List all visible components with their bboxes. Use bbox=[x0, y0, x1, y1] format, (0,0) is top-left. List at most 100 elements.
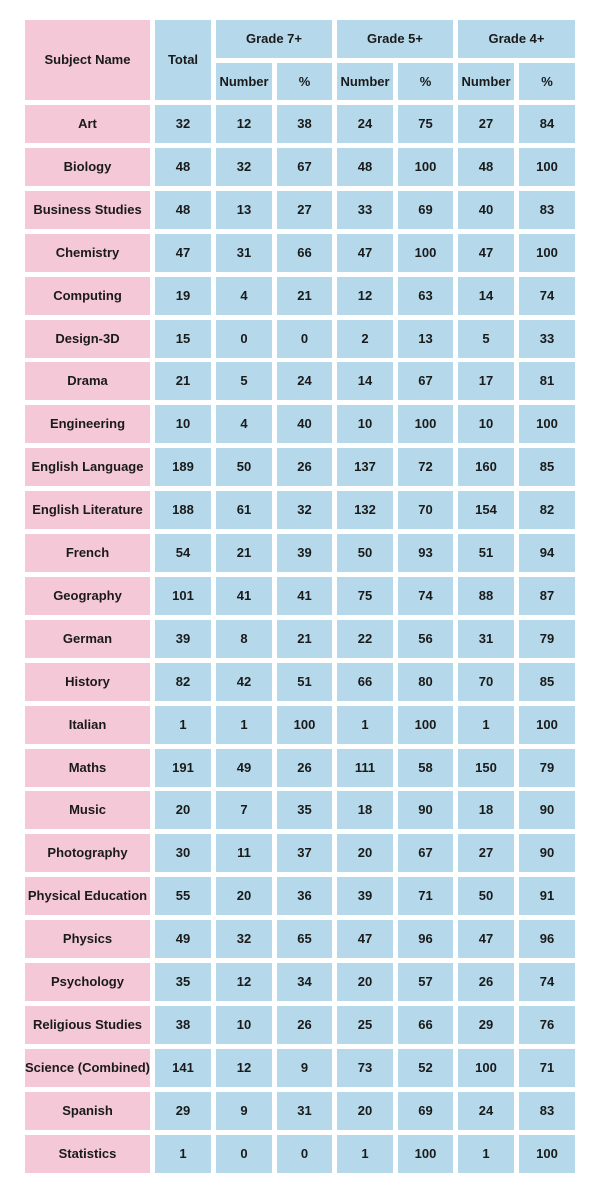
grade-5-percent-cell: 52 bbox=[398, 1048, 453, 1087]
grade-7-percent-cell: 0 bbox=[277, 319, 332, 358]
grade-5-number-cell: 18 bbox=[337, 791, 393, 830]
grade-7-number-cell: 10 bbox=[216, 1005, 272, 1044]
grade-4-percent-cell: 79 bbox=[519, 748, 575, 787]
grade-5-number-cell: 24 bbox=[337, 105, 393, 143]
grade-4-percent-cell: 71 bbox=[519, 1048, 575, 1087]
grade-5-number-cell: 50 bbox=[337, 534, 393, 572]
header-grade-4-plus: Grade 4+ bbox=[458, 20, 575, 58]
grade-7-number-cell: 20 bbox=[216, 877, 272, 916]
grade-5-percent-cell: 67 bbox=[398, 834, 453, 873]
total-cell: 82 bbox=[155, 662, 211, 701]
grade-7-number-cell: 32 bbox=[216, 920, 272, 959]
total-cell: 15 bbox=[155, 319, 211, 358]
grade-4-number-cell: 100 bbox=[458, 1048, 514, 1087]
total-cell: 49 bbox=[155, 920, 211, 959]
subject-name-cell: English Language bbox=[25, 448, 150, 487]
total-cell: 188 bbox=[155, 491, 211, 530]
grade-4-number-cell: 29 bbox=[458, 1005, 514, 1044]
subject-name-cell: Drama bbox=[25, 362, 150, 401]
grade-7-percent-cell: 26 bbox=[277, 448, 332, 487]
total-cell: 48 bbox=[155, 190, 211, 229]
grade-5-number-cell: 132 bbox=[337, 491, 393, 530]
grade-5-percent-cell: 66 bbox=[398, 1005, 453, 1044]
grade-7-number-cell: 0 bbox=[216, 319, 272, 358]
subject-name-cell: Statistics bbox=[25, 1134, 150, 1173]
subject-name-cell: Design-3D bbox=[25, 319, 150, 358]
grade-7-percent-cell: 0 bbox=[277, 1134, 332, 1173]
grade-4-number-cell: 47 bbox=[458, 920, 514, 959]
grade-7-percent-cell: 51 bbox=[277, 662, 332, 701]
grade-4-percent-cell: 82 bbox=[519, 491, 575, 530]
grade-4-percent-cell: 100 bbox=[519, 705, 575, 744]
grade-7-percent-cell: 39 bbox=[277, 534, 332, 572]
total-cell: 30 bbox=[155, 834, 211, 873]
grade-7-percent-cell: 21 bbox=[277, 276, 332, 315]
grade-4-percent-cell: 100 bbox=[519, 233, 575, 272]
total-cell: 1 bbox=[155, 705, 211, 744]
header-grade-5-number: Number bbox=[337, 63, 393, 100]
grade-5-number-cell: 137 bbox=[337, 448, 393, 487]
subject-name-cell: English Literature bbox=[25, 491, 150, 530]
grade-4-number-cell: 10 bbox=[458, 405, 514, 444]
grade-5-number-cell: 14 bbox=[337, 362, 393, 401]
grade-7-number-cell: 5 bbox=[216, 362, 272, 401]
grade-4-number-cell: 1 bbox=[458, 705, 514, 744]
grade-7-number-cell: 0 bbox=[216, 1134, 272, 1173]
total-cell: 21 bbox=[155, 362, 211, 401]
header-grade-7-plus: Grade 7+ bbox=[216, 20, 332, 58]
subject-name-cell: Maths bbox=[25, 748, 150, 787]
grade-4-number-cell: 27 bbox=[458, 834, 514, 873]
grade-5-number-cell: 25 bbox=[337, 1005, 393, 1044]
grade-4-percent-cell: 33 bbox=[519, 319, 575, 358]
grade-4-percent-cell: 74 bbox=[519, 276, 575, 315]
grade-5-percent-cell: 58 bbox=[398, 748, 453, 787]
grade-7-percent-cell: 26 bbox=[277, 748, 332, 787]
grade-4-percent-cell: 76 bbox=[519, 1005, 575, 1044]
grade-4-number-cell: 1 bbox=[458, 1134, 514, 1173]
grade-7-percent-cell: 24 bbox=[277, 362, 332, 401]
total-cell: 39 bbox=[155, 619, 211, 658]
grade-4-percent-cell: 81 bbox=[519, 362, 575, 401]
total-cell: 19 bbox=[155, 276, 211, 315]
grade-4-number-cell: 27 bbox=[458, 105, 514, 143]
subject-name-cell: Physics bbox=[25, 920, 150, 959]
grade-7-number-cell: 9 bbox=[216, 1091, 272, 1130]
grade-4-number-cell: 26 bbox=[458, 963, 514, 1001]
grade-7-percent-cell: 100 bbox=[277, 705, 332, 744]
subject-name-cell: Physical Education bbox=[25, 877, 150, 916]
total-cell: 191 bbox=[155, 748, 211, 787]
grade-7-percent-cell: 35 bbox=[277, 791, 332, 830]
total-cell: 10 bbox=[155, 405, 211, 444]
header-subject-name: Subject Name bbox=[25, 20, 150, 100]
grade-5-number-cell: 20 bbox=[337, 1091, 393, 1130]
total-cell: 47 bbox=[155, 233, 211, 272]
grade-7-percent-cell: 34 bbox=[277, 963, 332, 1001]
grade-4-percent-cell: 91 bbox=[519, 877, 575, 916]
grade-5-percent-cell: 100 bbox=[398, 705, 453, 744]
grade-5-percent-cell: 80 bbox=[398, 662, 453, 701]
grade-5-percent-cell: 96 bbox=[398, 920, 453, 959]
subject-name-cell: Religious Studies bbox=[25, 1005, 150, 1044]
grade-4-percent-cell: 79 bbox=[519, 619, 575, 658]
grade-4-number-cell: 88 bbox=[458, 576, 514, 615]
grade-5-percent-cell: 100 bbox=[398, 1134, 453, 1173]
grade-4-number-cell: 18 bbox=[458, 791, 514, 830]
grade-4-percent-cell: 90 bbox=[519, 791, 575, 830]
grade-5-percent-cell: 56 bbox=[398, 619, 453, 658]
grade-5-percent-cell: 70 bbox=[398, 491, 453, 530]
grade-5-number-cell: 20 bbox=[337, 834, 393, 873]
grade-7-percent-cell: 37 bbox=[277, 834, 332, 873]
subject-name-cell: Science (Combined) bbox=[25, 1048, 150, 1087]
grade-5-number-cell: 73 bbox=[337, 1048, 393, 1087]
grade-7-percent-cell: 40 bbox=[277, 405, 332, 444]
grade-7-number-cell: 50 bbox=[216, 448, 272, 487]
grade-5-percent-cell: 75 bbox=[398, 105, 453, 143]
grade-4-percent-cell: 87 bbox=[519, 576, 575, 615]
grade-5-number-cell: 66 bbox=[337, 662, 393, 701]
subject-name-cell: Business Studies bbox=[25, 190, 150, 229]
grade-5-percent-cell: 100 bbox=[398, 147, 453, 186]
grade-7-percent-cell: 65 bbox=[277, 920, 332, 959]
subject-name-cell: Biology bbox=[25, 147, 150, 186]
grade-5-percent-cell: 67 bbox=[398, 362, 453, 401]
subject-name-cell: Photography bbox=[25, 834, 150, 873]
